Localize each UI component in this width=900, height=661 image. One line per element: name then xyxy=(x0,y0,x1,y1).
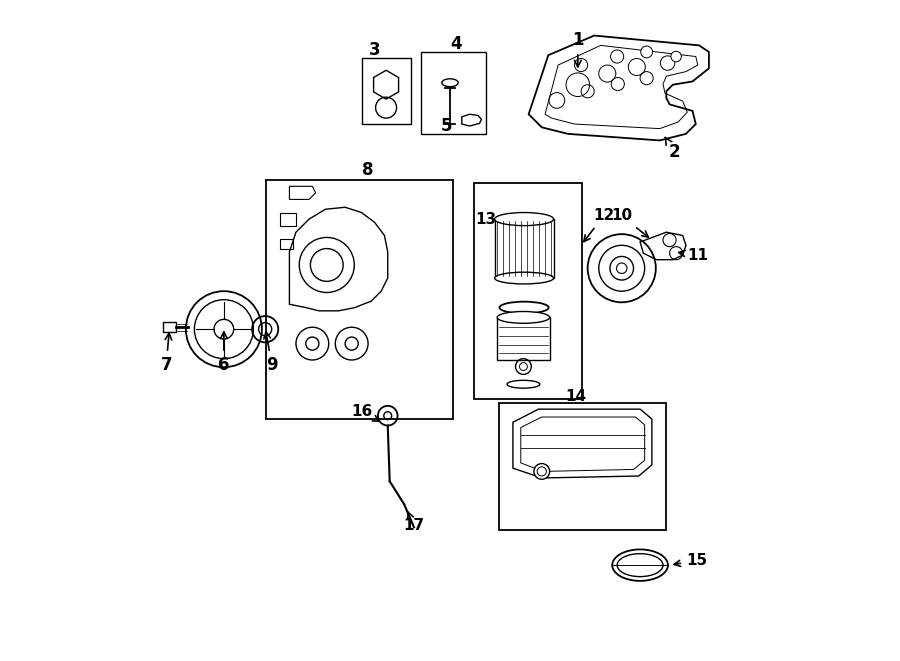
Circle shape xyxy=(534,463,550,479)
Text: 11: 11 xyxy=(679,248,708,262)
Circle shape xyxy=(610,50,624,63)
Text: 15: 15 xyxy=(674,553,707,568)
Text: 4: 4 xyxy=(451,35,463,53)
Ellipse shape xyxy=(495,213,554,225)
Text: 5: 5 xyxy=(441,117,453,135)
Bar xyxy=(280,239,292,249)
Bar xyxy=(497,317,550,360)
Bar xyxy=(266,180,454,419)
Text: 8: 8 xyxy=(363,161,374,179)
Text: 10: 10 xyxy=(611,208,648,237)
Text: 2: 2 xyxy=(665,137,680,161)
Text: 16: 16 xyxy=(351,404,379,421)
Circle shape xyxy=(670,52,681,61)
Ellipse shape xyxy=(497,311,550,323)
Bar xyxy=(495,219,554,278)
Circle shape xyxy=(641,46,652,58)
Text: 3: 3 xyxy=(369,41,381,59)
Text: 7: 7 xyxy=(160,333,172,374)
Bar xyxy=(280,213,296,225)
Bar xyxy=(473,183,581,399)
Text: 17: 17 xyxy=(403,512,425,533)
Text: 14: 14 xyxy=(565,389,587,404)
Bar xyxy=(500,403,666,530)
Text: 9: 9 xyxy=(264,332,277,374)
Circle shape xyxy=(574,58,588,71)
Circle shape xyxy=(616,263,627,274)
Bar xyxy=(163,322,176,332)
Ellipse shape xyxy=(495,272,554,284)
Text: 12: 12 xyxy=(584,208,614,242)
Bar xyxy=(420,52,486,134)
Text: 13: 13 xyxy=(475,212,497,227)
Text: 1: 1 xyxy=(572,31,583,67)
Bar xyxy=(362,58,410,124)
Text: 6: 6 xyxy=(218,332,230,374)
